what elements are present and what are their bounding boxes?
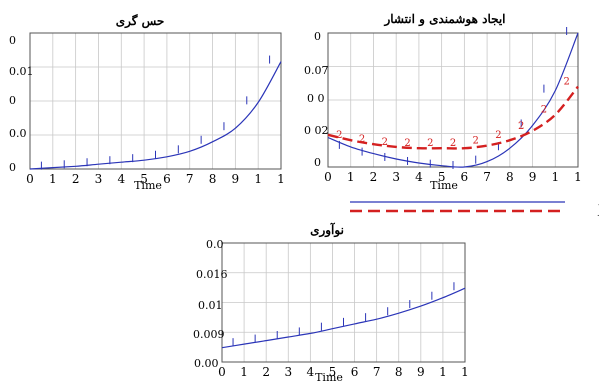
y-tick-label: 0.07 <box>304 64 329 77</box>
y-tick-label: 0 <box>314 30 321 43</box>
y-tick-label: 0.009 <box>193 328 225 341</box>
y-tick-label: 0 <box>9 94 16 107</box>
y-tick-label: 0.00 <box>194 357 219 370</box>
x-tick-label: 2 <box>72 172 80 186</box>
series-marker: 2 <box>450 138 456 149</box>
x-tick-label: 9 <box>529 170 537 184</box>
x-tick-label: 2 <box>262 365 270 379</box>
x-tick-label: 6 <box>351 365 359 379</box>
x-tick-label: 5 <box>329 365 337 379</box>
x-tick-label: 7 <box>186 172 194 186</box>
series-marker: 2 <box>427 138 433 149</box>
x-tick-label: 2 <box>370 170 378 184</box>
x-tick-label: 1 <box>461 365 469 379</box>
x-tick-label: 5 <box>438 170 446 184</box>
x-tick-label: 0 <box>218 365 226 379</box>
series-marker: 2 <box>541 105 547 116</box>
y-tick-label: 0.01 <box>198 299 223 312</box>
series-marker: 2 <box>404 138 410 149</box>
y-tick-label: 0 <box>9 161 16 174</box>
y-tick-label: 0.0 <box>9 127 27 140</box>
x-tick-label: 8 <box>395 365 403 379</box>
x-tick-label: 1 <box>240 365 248 379</box>
x-tick-label: 4 <box>117 172 125 186</box>
plot-frame <box>221 242 466 363</box>
x-axis-label: Time <box>430 179 458 192</box>
plot-frame <box>29 32 282 170</box>
x-axis-label: Time <box>315 371 343 384</box>
y-tick-label: 0 <box>9 34 16 47</box>
x-tick-label: 1 <box>574 170 582 184</box>
x-tick-label: 4 <box>415 170 423 184</box>
x-tick-label: 3 <box>392 170 400 184</box>
series-marker: 2 <box>336 130 342 141</box>
x-tick-label: 1 <box>277 172 285 186</box>
x-tick-label: 1 <box>49 172 57 186</box>
y-tick-label: 0.01 <box>9 65 34 78</box>
series-line-2 <box>327 85 579 150</box>
x-tick-label: 1 <box>551 170 559 184</box>
series-marker: 2 <box>495 130 501 141</box>
x-tick-label: 1 <box>347 170 355 184</box>
x-tick-label: 3 <box>95 172 103 186</box>
series-marker: 2 <box>518 121 524 132</box>
x-tick-label: 1 <box>439 365 447 379</box>
x-tick-label: 6 <box>163 172 171 186</box>
x-tick-label: 0 <box>26 172 34 186</box>
x-tick-label: 7 <box>483 170 491 184</box>
y-tick-label: 0.016 <box>196 268 228 281</box>
y-tick-label: 0 02 <box>304 124 329 137</box>
series-line-1 <box>221 287 466 349</box>
y-tick-label: 0 0 <box>307 92 325 105</box>
x-tick-label: 3 <box>284 365 292 379</box>
chart-title: ایجاد هوشمندی و انتشار <box>383 12 505 27</box>
x-tick-label: 0 <box>324 170 332 184</box>
chart-title: نوآوری <box>310 221 344 238</box>
y-tick-label: 0.0 <box>206 238 224 251</box>
y-tick-label: 0 <box>314 156 321 169</box>
x-tick-label: 7 <box>373 365 381 379</box>
series-marker: 2 <box>563 77 569 88</box>
x-tick-label: 4 <box>307 365 315 379</box>
series-marker: 2 <box>359 134 365 145</box>
series-marker: 2 <box>473 136 479 147</box>
x-tick-label: 8 <box>506 170 514 184</box>
x-tick-label: 6 <box>461 170 469 184</box>
x-tick-label: 9 <box>232 172 240 186</box>
x-tick-label: 9 <box>417 365 425 379</box>
x-tick-label: 1 <box>254 172 262 186</box>
x-tick-label: 5 <box>140 172 148 186</box>
x-axis-label: Time <box>134 179 162 192</box>
chart-title: حس گری <box>116 13 165 29</box>
series-marker: 2 <box>382 137 388 148</box>
legend-label: انتشار <box>597 208 599 216</box>
x-tick-label: 8 <box>209 172 217 186</box>
